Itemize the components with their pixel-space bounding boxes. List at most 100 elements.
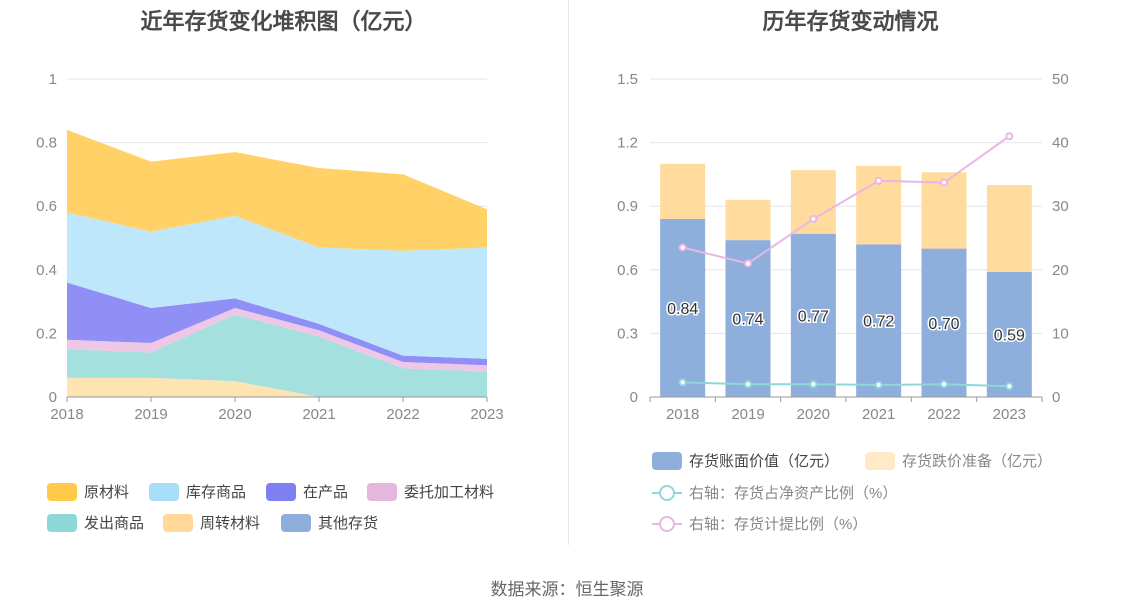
y-tick-label: 1: [49, 71, 57, 88]
legend-item[interactable]: 库存商品: [149, 481, 246, 502]
area-series-委托加工材料: [67, 307, 487, 372]
y-tick-label: 0: [630, 389, 638, 406]
legend-swatch: [163, 513, 193, 532]
x-tick-label: 2018: [50, 406, 83, 423]
bar-impairment: [986, 185, 1032, 272]
legend-swatch: [652, 451, 682, 470]
y2-tick-label: 50: [1052, 71, 1069, 88]
legend-swatch: [149, 482, 179, 501]
area-series-在产品: [67, 282, 487, 366]
bar-data-label: 0.72: [863, 314, 894, 331]
line-series-3: [682, 135, 1010, 265]
legend-swatch: [47, 513, 77, 532]
legend-label: 在产品: [303, 484, 349, 501]
x-tick-label: 2022: [927, 406, 960, 423]
legend-swatch: [652, 515, 682, 533]
legend-swatch: [865, 451, 895, 470]
line-point: [809, 214, 818, 223]
y-tick-label: 0.3: [617, 325, 638, 342]
legend-label: 存货账面价值（亿元）: [689, 453, 840, 470]
x-tick-label: 2022: [386, 406, 419, 423]
line-point: [744, 259, 752, 268]
line-point: [874, 380, 883, 389]
line-point: [809, 380, 818, 389]
left-chart-title: 近年存货变化堆积图（亿元）: [140, 9, 427, 34]
legend-swatch: [266, 482, 296, 501]
panel-divider: [568, 0, 569, 545]
area-series-库存商品: [67, 212, 487, 359]
legend-label: 右轴：存货计提比例（%）: [689, 516, 868, 533]
legend-item[interactable]: 存货账面价值（亿元）: [652, 450, 839, 471]
bar-book-value: [986, 271, 1032, 397]
bar-book-value: [856, 244, 902, 397]
y2-tick-label: 20: [1052, 262, 1069, 279]
y-tick-label: 0.4: [36, 262, 57, 279]
legend-item[interactable]: 存货跌价准备（亿元）: [865, 450, 1052, 471]
legend-label: 库存商品: [186, 484, 247, 501]
legend-item[interactable]: 其他存货: [281, 512, 378, 533]
y-tick-label: 1.2: [617, 135, 638, 152]
y-tick-label: 1.5: [617, 71, 638, 88]
line-point: [744, 380, 752, 389]
bar-line-chart: 0 0.3 0.6 0.9 1.2 1.5 0 10 20 30 40 50 0.84 0.74 0.77 0…: [617, 71, 1069, 423]
legend-swatch: [652, 484, 682, 502]
line-point: [1005, 132, 1014, 141]
legend-item[interactable]: 在产品: [266, 481, 348, 502]
bar-data-label: 0.70: [928, 316, 959, 333]
right-chart-title: 历年存货变动情况: [762, 9, 939, 34]
left-legend: 原材料 库存商品 在产品 委托加工材料发出商品 周转材料 其他存货: [0, 0, 567, 545]
line-point: [940, 178, 948, 187]
y2-tick-label: 10: [1052, 325, 1069, 342]
legend-item[interactable]: 右轴：存货占净资产比例（%）: [652, 482, 897, 503]
bar-book-value: [921, 248, 967, 397]
x-tick-label: 2023: [993, 406, 1026, 423]
legend-item[interactable]: 委托加工材料: [367, 481, 494, 502]
x-tick-label: 2019: [731, 406, 764, 423]
x-tick-label: 2020: [218, 406, 251, 423]
legend-label: 原材料: [84, 484, 130, 501]
legend-label: 发出商品: [84, 515, 145, 532]
y-tick-label: 0.6: [617, 262, 638, 279]
bar-book-value: [790, 233, 836, 397]
stacked-area-chart: 0 0.2 0.4 0.6 0.8 1 2018 2019 2020 2021 2022 2023: [36, 71, 504, 423]
y2-tick-label: 0: [1052, 389, 1060, 406]
line-point: [940, 380, 948, 389]
bar-impairment: [725, 199, 771, 241]
legend-label: 周转材料: [200, 515, 261, 532]
line-series-2: [682, 381, 1010, 388]
data-source-footer: 数据来源：恒生聚源: [490, 580, 644, 599]
line-point: [678, 378, 687, 387]
y-tick-label: 0.6: [36, 198, 57, 215]
y-tick-label: 0: [49, 389, 57, 406]
legend-swatch: [47, 482, 77, 501]
right-legend: 存货账面价值（亿元） 存货跌价准备（亿元） 右轴：存货占净资产比例（%） 右轴：存货计…: [567, 0, 1134, 545]
bar-data-label: 0.77: [798, 308, 829, 325]
y2-tick-label: 40: [1052, 135, 1069, 152]
legend-swatch: [281, 513, 311, 532]
area-series-周转材料: [67, 377, 487, 397]
legend-label: 右轴：存货占净资产比例（%）: [689, 485, 898, 502]
bar-data-label: 0.84: [667, 301, 698, 318]
y-tick-label: 0.8: [36, 135, 57, 152]
legend-label: 存货跌价准备（亿元）: [902, 453, 1053, 470]
x-tick-label: 2023: [470, 406, 503, 423]
legend-swatch: [367, 482, 397, 501]
legend-item[interactable]: 原材料: [47, 481, 129, 502]
legend-item[interactable]: 右轴：存货计提比例（%）: [652, 513, 867, 534]
legend-label: 其他存货: [318, 515, 379, 532]
line-point: [1005, 382, 1014, 391]
bar-data-label: 0.59: [994, 327, 1025, 344]
x-tick-label: 2021: [302, 406, 335, 423]
line-point: [678, 243, 687, 252]
legend-item[interactable]: 周转材料: [163, 512, 260, 533]
area-series-发出商品: [67, 314, 487, 397]
bar-impairment: [790, 170, 836, 234]
legend-item[interactable]: 发出商品: [47, 512, 144, 533]
y-tick-label: 0.2: [36, 325, 57, 342]
line-point: [874, 176, 883, 185]
bar-data-label: 0.74: [732, 312, 763, 329]
area-series-原材料: [67, 129, 487, 251]
legend-label: 委托加工材料: [404, 484, 495, 501]
x-tick-label: 2021: [862, 406, 895, 423]
x-tick-label: 2020: [797, 406, 830, 423]
